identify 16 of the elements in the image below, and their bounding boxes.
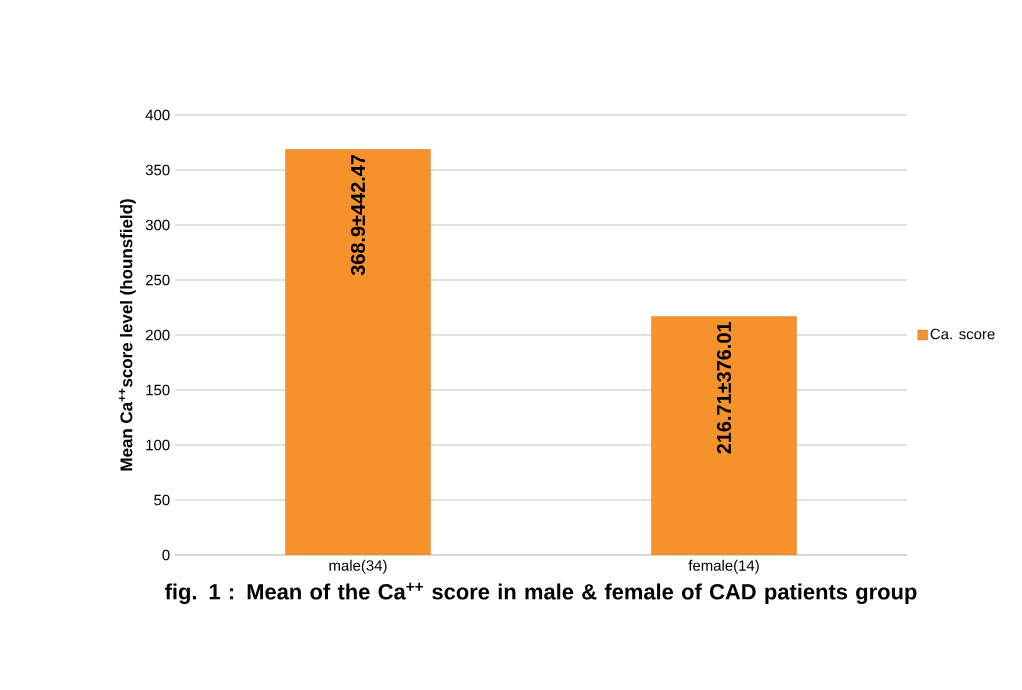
y-tick-label: 100 bbox=[146, 439, 170, 451]
y-axis-title: Mean Ca$^{++}$score level (hounsfield) bbox=[119, 199, 136, 471]
chart-title: fig. 1 : Mean of the Ca$^{++}$ score in male & female of CAD patients group bbox=[165, 582, 917, 604]
y-tick-label: 50 bbox=[154, 494, 170, 506]
y-tick-label: 300 bbox=[145, 219, 170, 231]
y-tick-label: 250 bbox=[145, 274, 170, 286]
y-tick-label: 200 bbox=[145, 329, 170, 341]
y-tick-label: 150 bbox=[146, 384, 170, 396]
y-tick-label: 0 bbox=[162, 549, 170, 561]
y-tick-label: 350 bbox=[145, 164, 170, 176]
y-tick-label: 400 bbox=[145, 109, 170, 121]
x-tick-label: male(34) bbox=[329, 559, 387, 574]
legend-label: Ca. score bbox=[930, 328, 995, 340]
x-tick-label: female(14) bbox=[688, 559, 759, 574]
data-label: 216.71±376.01 bbox=[716, 322, 732, 454]
data-label: 368.9±442.47 bbox=[350, 154, 366, 276]
